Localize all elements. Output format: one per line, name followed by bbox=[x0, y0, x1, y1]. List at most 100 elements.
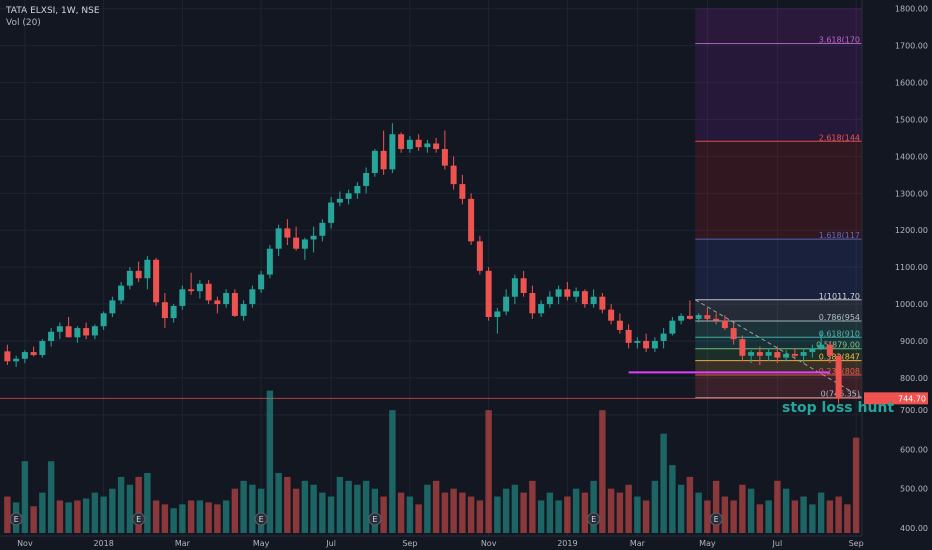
volume-bar bbox=[389, 410, 396, 533]
fib-level-label: 1(1011.70 bbox=[819, 292, 860, 301]
volume-bar bbox=[721, 496, 729, 533]
earnings-marker bbox=[9, 512, 23, 526]
candle-body bbox=[590, 296, 597, 305]
earnings-marker-label: E bbox=[372, 515, 377, 524]
candle-body bbox=[608, 309, 615, 321]
candle-body bbox=[153, 259, 160, 303]
volume-bar bbox=[292, 488, 300, 533]
volume-bar bbox=[319, 492, 326, 533]
candle-body bbox=[328, 202, 335, 223]
volume-bar bbox=[730, 500, 737, 533]
y-tick-label: 1600.00 bbox=[895, 79, 928, 88]
candle-body bbox=[380, 150, 387, 170]
volume-bar bbox=[39, 492, 46, 533]
candle-body bbox=[774, 352, 781, 358]
volume-bar bbox=[327, 496, 335, 533]
candle-body bbox=[118, 285, 125, 301]
candle-body bbox=[415, 139, 422, 148]
candle-body bbox=[319, 222, 326, 236]
volume-bar bbox=[537, 500, 545, 533]
volume-bar bbox=[459, 492, 466, 533]
fib-band bbox=[695, 299, 862, 322]
candle-body bbox=[748, 352, 755, 356]
candle-body bbox=[223, 293, 230, 305]
fib-trend-line bbox=[694, 299, 863, 399]
volume-bar bbox=[231, 488, 239, 533]
volume-bar bbox=[74, 500, 81, 533]
candle-body bbox=[704, 315, 711, 319]
candle-body bbox=[336, 198, 343, 203]
volume-bar bbox=[835, 496, 842, 533]
candle-body bbox=[74, 328, 81, 338]
candle-body bbox=[713, 318, 720, 321]
candle-body bbox=[459, 184, 466, 199]
volume-bar bbox=[651, 480, 659, 533]
volume-bar bbox=[739, 484, 746, 533]
candle-body bbox=[30, 352, 37, 356]
volume-tick-label: 400.00 bbox=[900, 524, 928, 533]
candle-body bbox=[765, 352, 772, 356]
volume-bar bbox=[782, 488, 790, 533]
volume-bar bbox=[354, 484, 361, 533]
volume-bar bbox=[642, 500, 650, 533]
fib-level-label: 2.618(144 bbox=[819, 133, 860, 142]
volume-bar bbox=[362, 480, 370, 533]
y-tick-label: 1400.00 bbox=[895, 152, 928, 161]
candle-body bbox=[555, 289, 562, 297]
earnings-marker-label: E bbox=[714, 515, 719, 524]
x-tick-label: Nov bbox=[481, 539, 497, 548]
candle-body bbox=[826, 344, 833, 356]
volume-tick-label: 500.00 bbox=[900, 485, 928, 494]
volume-bar bbox=[310, 484, 317, 533]
candle-body bbox=[616, 320, 623, 330]
current-price-label: 744.70 bbox=[898, 394, 926, 403]
volume-bar bbox=[747, 488, 755, 533]
candle-body bbox=[485, 270, 492, 317]
candle-body bbox=[538, 304, 545, 314]
volume-bar bbox=[257, 488, 265, 533]
volume-bar bbox=[774, 480, 781, 533]
earnings-marker-label: E bbox=[136, 515, 141, 524]
y-tick-label: 800.00 bbox=[900, 374, 928, 383]
candle-body bbox=[406, 139, 413, 150]
x-tick-label: May bbox=[253, 539, 270, 548]
volume-bar bbox=[441, 492, 449, 533]
candle-body bbox=[83, 328, 90, 336]
volume-bar bbox=[371, 488, 379, 533]
candle-body bbox=[161, 302, 168, 319]
volume-bar bbox=[415, 504, 422, 533]
candle-body bbox=[293, 237, 300, 249]
candle-body bbox=[503, 296, 510, 312]
volume-bar bbox=[170, 508, 177, 533]
candle-body bbox=[756, 352, 763, 356]
symbol-title: TATA ELXSI, 1W, NSE bbox=[6, 6, 100, 16]
fib-band bbox=[695, 360, 862, 375]
candle-body bbox=[284, 228, 291, 238]
y-tick-label: 1100.00 bbox=[895, 263, 928, 272]
candle-body bbox=[730, 328, 737, 340]
candle-body bbox=[205, 283, 212, 301]
candle-body bbox=[231, 293, 238, 316]
candle-body bbox=[678, 315, 685, 321]
volume-bar bbox=[809, 504, 816, 533]
volume-bar bbox=[21, 461, 29, 533]
volume-bar bbox=[520, 492, 527, 533]
candle-body bbox=[179, 289, 186, 306]
volume-bar bbox=[765, 500, 772, 533]
x-tick-label: 2018 bbox=[93, 539, 113, 548]
volume-bar bbox=[695, 492, 702, 533]
candle-body bbox=[511, 278, 518, 297]
volume-bar bbox=[240, 480, 247, 533]
earnings-marker-label: E bbox=[591, 515, 596, 524]
candle-body bbox=[818, 344, 825, 349]
volume-bar bbox=[607, 488, 615, 533]
candle-body bbox=[695, 315, 702, 319]
fib-band bbox=[695, 337, 862, 349]
volume-bar bbox=[214, 504, 221, 533]
volume-bar bbox=[450, 488, 457, 533]
candle-body bbox=[188, 289, 195, 292]
volume-indicator-label: Vol (20) bbox=[6, 18, 41, 28]
x-tick-label: Mar bbox=[630, 539, 646, 548]
